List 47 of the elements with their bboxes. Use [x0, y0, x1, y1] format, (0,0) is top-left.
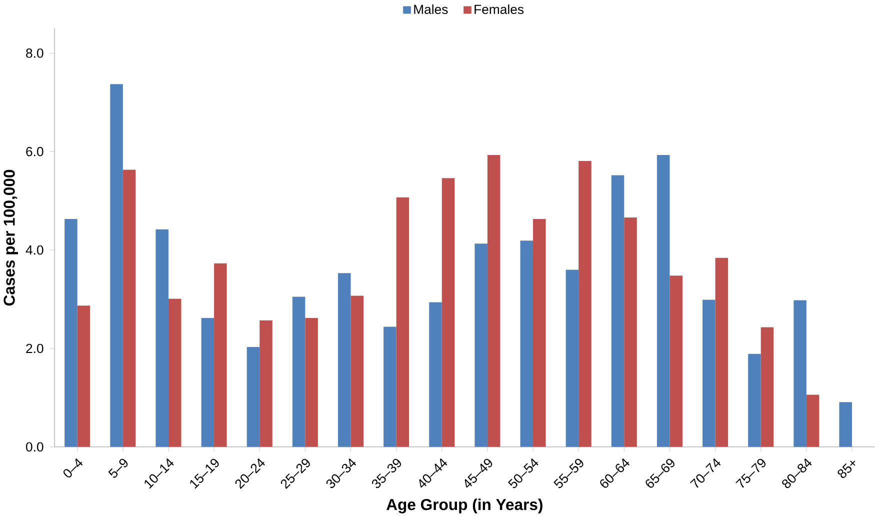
bar [656, 155, 670, 447]
bar [64, 219, 78, 447]
bar [748, 354, 761, 447]
bar [122, 170, 136, 447]
bar [350, 296, 364, 447]
bar [611, 175, 624, 447]
y-axis-title: Cases per 100,000 [4, 170, 18, 306]
bar [715, 258, 728, 447]
y-tick-label: 0.0 [26, 442, 44, 452]
bar [487, 155, 500, 447]
bar [292, 296, 306, 447]
bar [442, 178, 455, 447]
legend-label: Males [414, 4, 448, 14]
bar [794, 300, 806, 447]
x-tick-label: 0–4 [63, 458, 83, 478]
bar [201, 318, 214, 447]
bar [384, 326, 396, 447]
bar [246, 346, 260, 447]
x-tick-label: 5–9 [108, 458, 128, 478]
bar [624, 218, 637, 447]
bar [702, 300, 716, 447]
bar [110, 84, 123, 447]
bar [77, 306, 90, 447]
bar [396, 197, 410, 447]
bar [474, 244, 488, 447]
bar [520, 240, 534, 447]
bar [578, 160, 592, 447]
bar [214, 263, 227, 447]
bar [305, 318, 318, 447]
x-tick-label: 85+ [838, 460, 856, 478]
legend-label: Females [474, 4, 524, 14]
bar [429, 302, 442, 447]
bar [566, 270, 579, 447]
y-tick-label: 2.0 [26, 344, 44, 354]
bar [839, 402, 852, 447]
bar [260, 320, 272, 447]
bar [760, 327, 774, 447]
bar [338, 273, 351, 447]
x-axis-title: Age Group (in Years) [386, 498, 542, 514]
y-tick-label: 6.0 [26, 146, 44, 156]
bar [168, 298, 182, 447]
y-tick-label: 4.0 [26, 245, 44, 255]
bar [156, 229, 168, 447]
bar [670, 276, 682, 447]
bar [806, 394, 820, 447]
bar [533, 219, 546, 447]
y-tick-label: 8.0 [26, 48, 44, 58]
